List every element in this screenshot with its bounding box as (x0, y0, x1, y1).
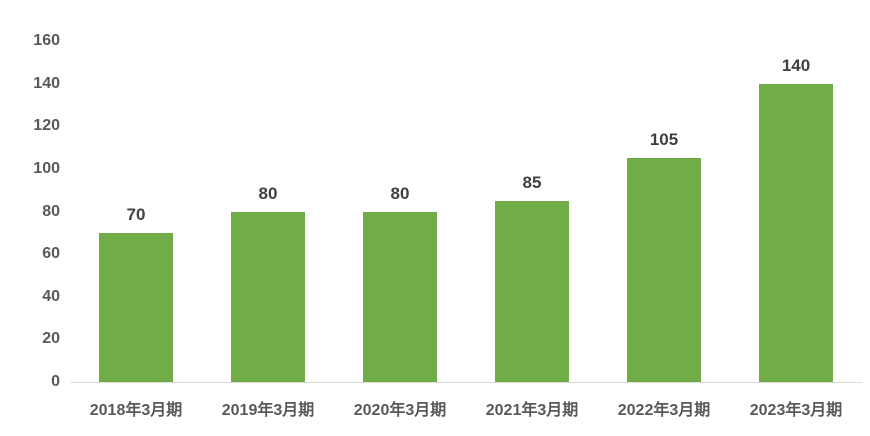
bar (99, 232, 173, 382)
x-axis-line (70, 382, 862, 383)
x-axis-category-label: 2021年3月期 (485, 402, 579, 419)
y-axis-tick-label: 160 (33, 32, 60, 49)
y-axis-tick-label: 60 (42, 245, 60, 263)
y-axis-tick-label: 0 (51, 373, 60, 390)
x-axis-category-label: 2022年3月期 (617, 402, 711, 419)
bar (627, 158, 701, 382)
data-label: 80 (258, 183, 278, 203)
bar (363, 211, 437, 382)
data-label: 140 (781, 55, 811, 75)
y-axis-tick-label: 20 (42, 330, 60, 348)
x-axis-category-label: 2020年3月期 (353, 402, 447, 419)
data-label: 105 (649, 130, 679, 150)
data-label: 80 (390, 183, 410, 203)
y-axis-tick-label: 80 (42, 202, 60, 220)
x-axis-category-label: 2023年3月期 (749, 402, 843, 419)
y-axis-tick-label: 100 (33, 159, 60, 177)
y-axis-tick-label: 40 (42, 287, 60, 305)
y-axis-tick-label: 120 (33, 117, 60, 135)
data-label: 85 (522, 172, 542, 192)
data-label: 70 (126, 204, 146, 224)
bar (759, 83, 833, 382)
y-axis-tick-label: 140 (33, 74, 60, 92)
x-axis-category-label: 2019年3月期 (221, 402, 315, 419)
bar (231, 211, 305, 382)
x-axis-category-label: 2018年3月期 (89, 402, 183, 419)
bar (495, 200, 569, 382)
